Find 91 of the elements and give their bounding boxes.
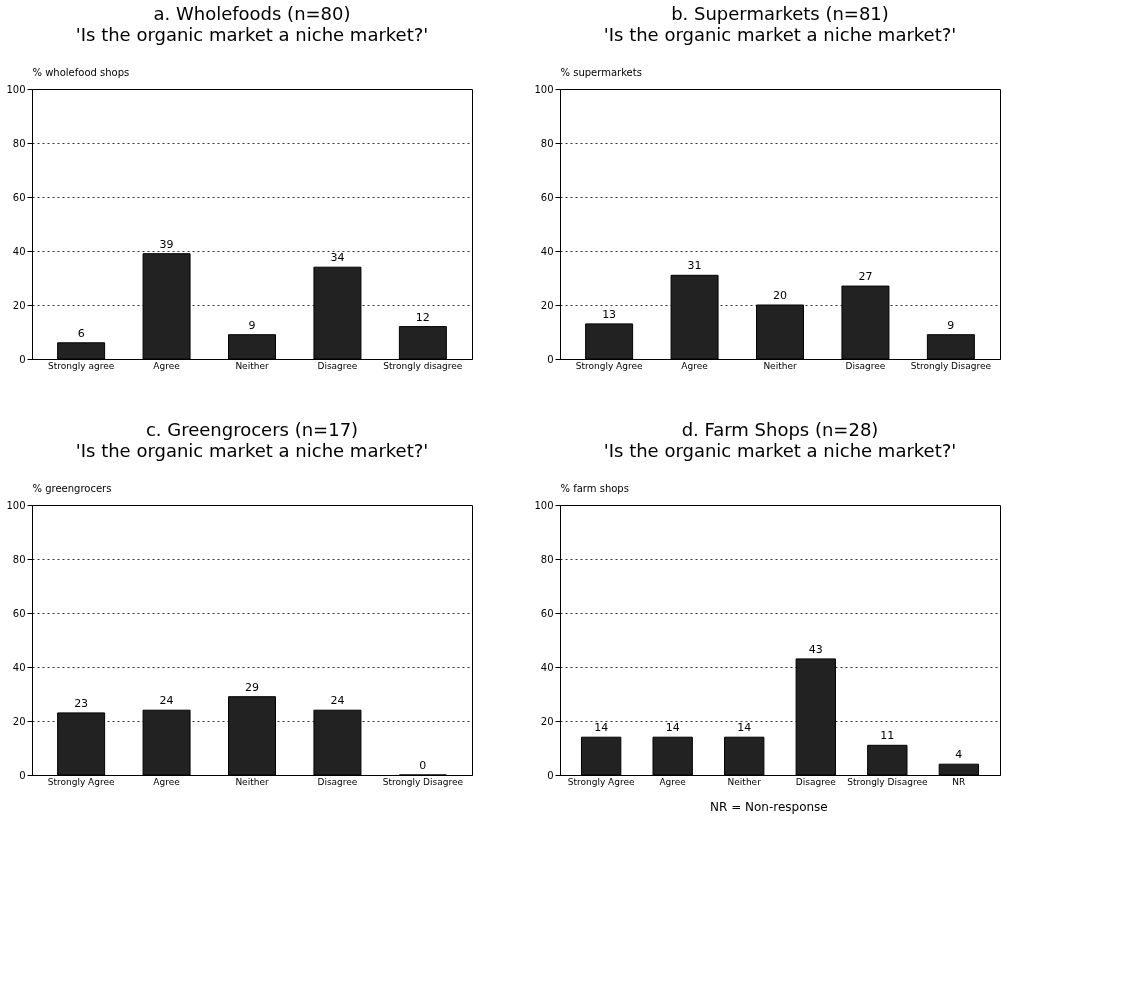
x-tick-label: Strongly Agree — [47, 776, 115, 787]
y-tick-label: 80 — [12, 137, 26, 149]
chart-title: a. Wholefoods (n=80) — [153, 3, 351, 24]
y-tick-label: 20 — [540, 715, 554, 727]
bar — [867, 744, 908, 776]
data-label: 0 — [419, 759, 427, 772]
x-tick-label: Strongly Agree — [567, 776, 635, 787]
data-label: 11 — [880, 729, 895, 743]
data-label: 27 — [858, 270, 873, 284]
data-label: 24 — [330, 694, 345, 708]
x-tick-label: Disagree — [317, 776, 358, 787]
x-tick-label: Strongly disagree — [383, 360, 463, 371]
x-tick-label: Agree — [681, 360, 709, 371]
data-label: 9 — [947, 318, 955, 332]
data-label: 29 — [245, 680, 259, 694]
bar — [756, 304, 804, 360]
data-label: 12 — [415, 310, 430, 324]
y-tick-label: 0 — [547, 769, 554, 781]
data-label: 34 — [330, 251, 345, 265]
bar — [670, 274, 719, 360]
data-label: 43 — [808, 642, 823, 656]
y-tick-label: 60 — [12, 607, 26, 619]
y-tick-label: 100 — [6, 83, 26, 95]
x-tick-label: Agree — [153, 776, 181, 787]
text: NR = Non-response — [710, 800, 828, 814]
y-tick-label: 40 — [12, 245, 26, 257]
y-tick-label: 100 — [6, 499, 26, 511]
y-axis-title: % farm shops — [560, 482, 629, 494]
data-label: 14 — [594, 721, 609, 735]
data-label: 13 — [602, 307, 617, 321]
x-tick-label: Agree — [659, 776, 687, 787]
y-tick-label: 80 — [540, 553, 554, 565]
x-tick-label: Strongly Disagree — [910, 360, 992, 371]
x-tick-label: Disagree — [845, 360, 886, 371]
x-tick-label: Disagree — [795, 776, 837, 787]
chart-subtitle: 'Is the organic market a niche market?' — [603, 440, 957, 461]
chart-title: c. Greengrocers (n=17) — [145, 419, 359, 440]
y-tick-label: 0 — [547, 353, 554, 365]
bar — [938, 763, 980, 776]
y-tick-label: 100 — [534, 83, 554, 95]
y-tick-label: 0 — [19, 353, 26, 365]
data-label: 14 — [737, 721, 752, 735]
x-tick-label: Strongly agree — [48, 360, 115, 371]
bar — [724, 736, 765, 776]
y-tick-label: 40 — [540, 245, 554, 257]
x-tick-label: NR — [952, 776, 966, 787]
data-label: 4 — [955, 748, 963, 762]
x-tick-label: Disagree — [317, 360, 358, 371]
chart-subtitle: 'Is the organic market a niche market?' — [75, 440, 429, 461]
y-axis-title: % wholefood shops — [32, 66, 130, 78]
x-tick-label: Neither — [235, 776, 269, 787]
y-axis-title: % supermarkets — [560, 66, 642, 78]
data-label: 14 — [665, 721, 680, 735]
y-tick-label: 20 — [12, 299, 26, 311]
data-label: 20 — [773, 289, 787, 302]
y-tick-label: 0 — [19, 769, 26, 781]
data-label: 6 — [77, 326, 85, 340]
y-tick-label: 40 — [12, 661, 26, 673]
x-tick-label: Neither — [235, 360, 269, 371]
bar — [652, 736, 693, 776]
x-tick-label: Strongly Disagree — [382, 776, 464, 787]
data-label: 39 — [159, 237, 174, 251]
bar — [585, 323, 634, 360]
y-tick-label: 60 — [540, 607, 554, 619]
x-tick-label: Neither — [727, 776, 762, 787]
y-tick-label: 40 — [540, 661, 554, 673]
data-label: 31 — [687, 259, 702, 273]
bar — [580, 736, 622, 776]
y-tick-label: 20 — [12, 715, 26, 727]
chart-title: d. Farm Shops (n=28) — [681, 419, 879, 440]
y-tick-label: 100 — [534, 499, 554, 511]
x-tick-label: Neither — [763, 360, 797, 371]
y-tick-label: 60 — [540, 191, 554, 203]
y-tick-label: 60 — [12, 191, 26, 203]
chart-subtitle: 'Is the organic market a niche market?' — [75, 24, 429, 45]
chart-subtitle: 'Is the organic market a niche market?' — [603, 24, 957, 45]
data-label: 23 — [74, 696, 89, 710]
x-tick-label: Strongly Agree — [575, 360, 643, 371]
y-tick-label: 20 — [540, 299, 554, 311]
y-tick-label: 80 — [540, 137, 554, 149]
bar — [228, 334, 276, 360]
bar — [926, 334, 975, 360]
bar — [398, 326, 447, 360]
chart-title: b. Supermarkets (n=81) — [671, 3, 889, 24]
y-axis-title: % greengrocers — [32, 482, 112, 494]
bar — [57, 342, 106, 360]
data-label: 9 — [248, 318, 256, 332]
x-tick-label: Strongly Disagree — [847, 776, 928, 787]
data-label: 24 — [159, 694, 174, 708]
x-tick-label: Agree — [153, 360, 181, 371]
y-tick-label: 80 — [12, 553, 26, 565]
